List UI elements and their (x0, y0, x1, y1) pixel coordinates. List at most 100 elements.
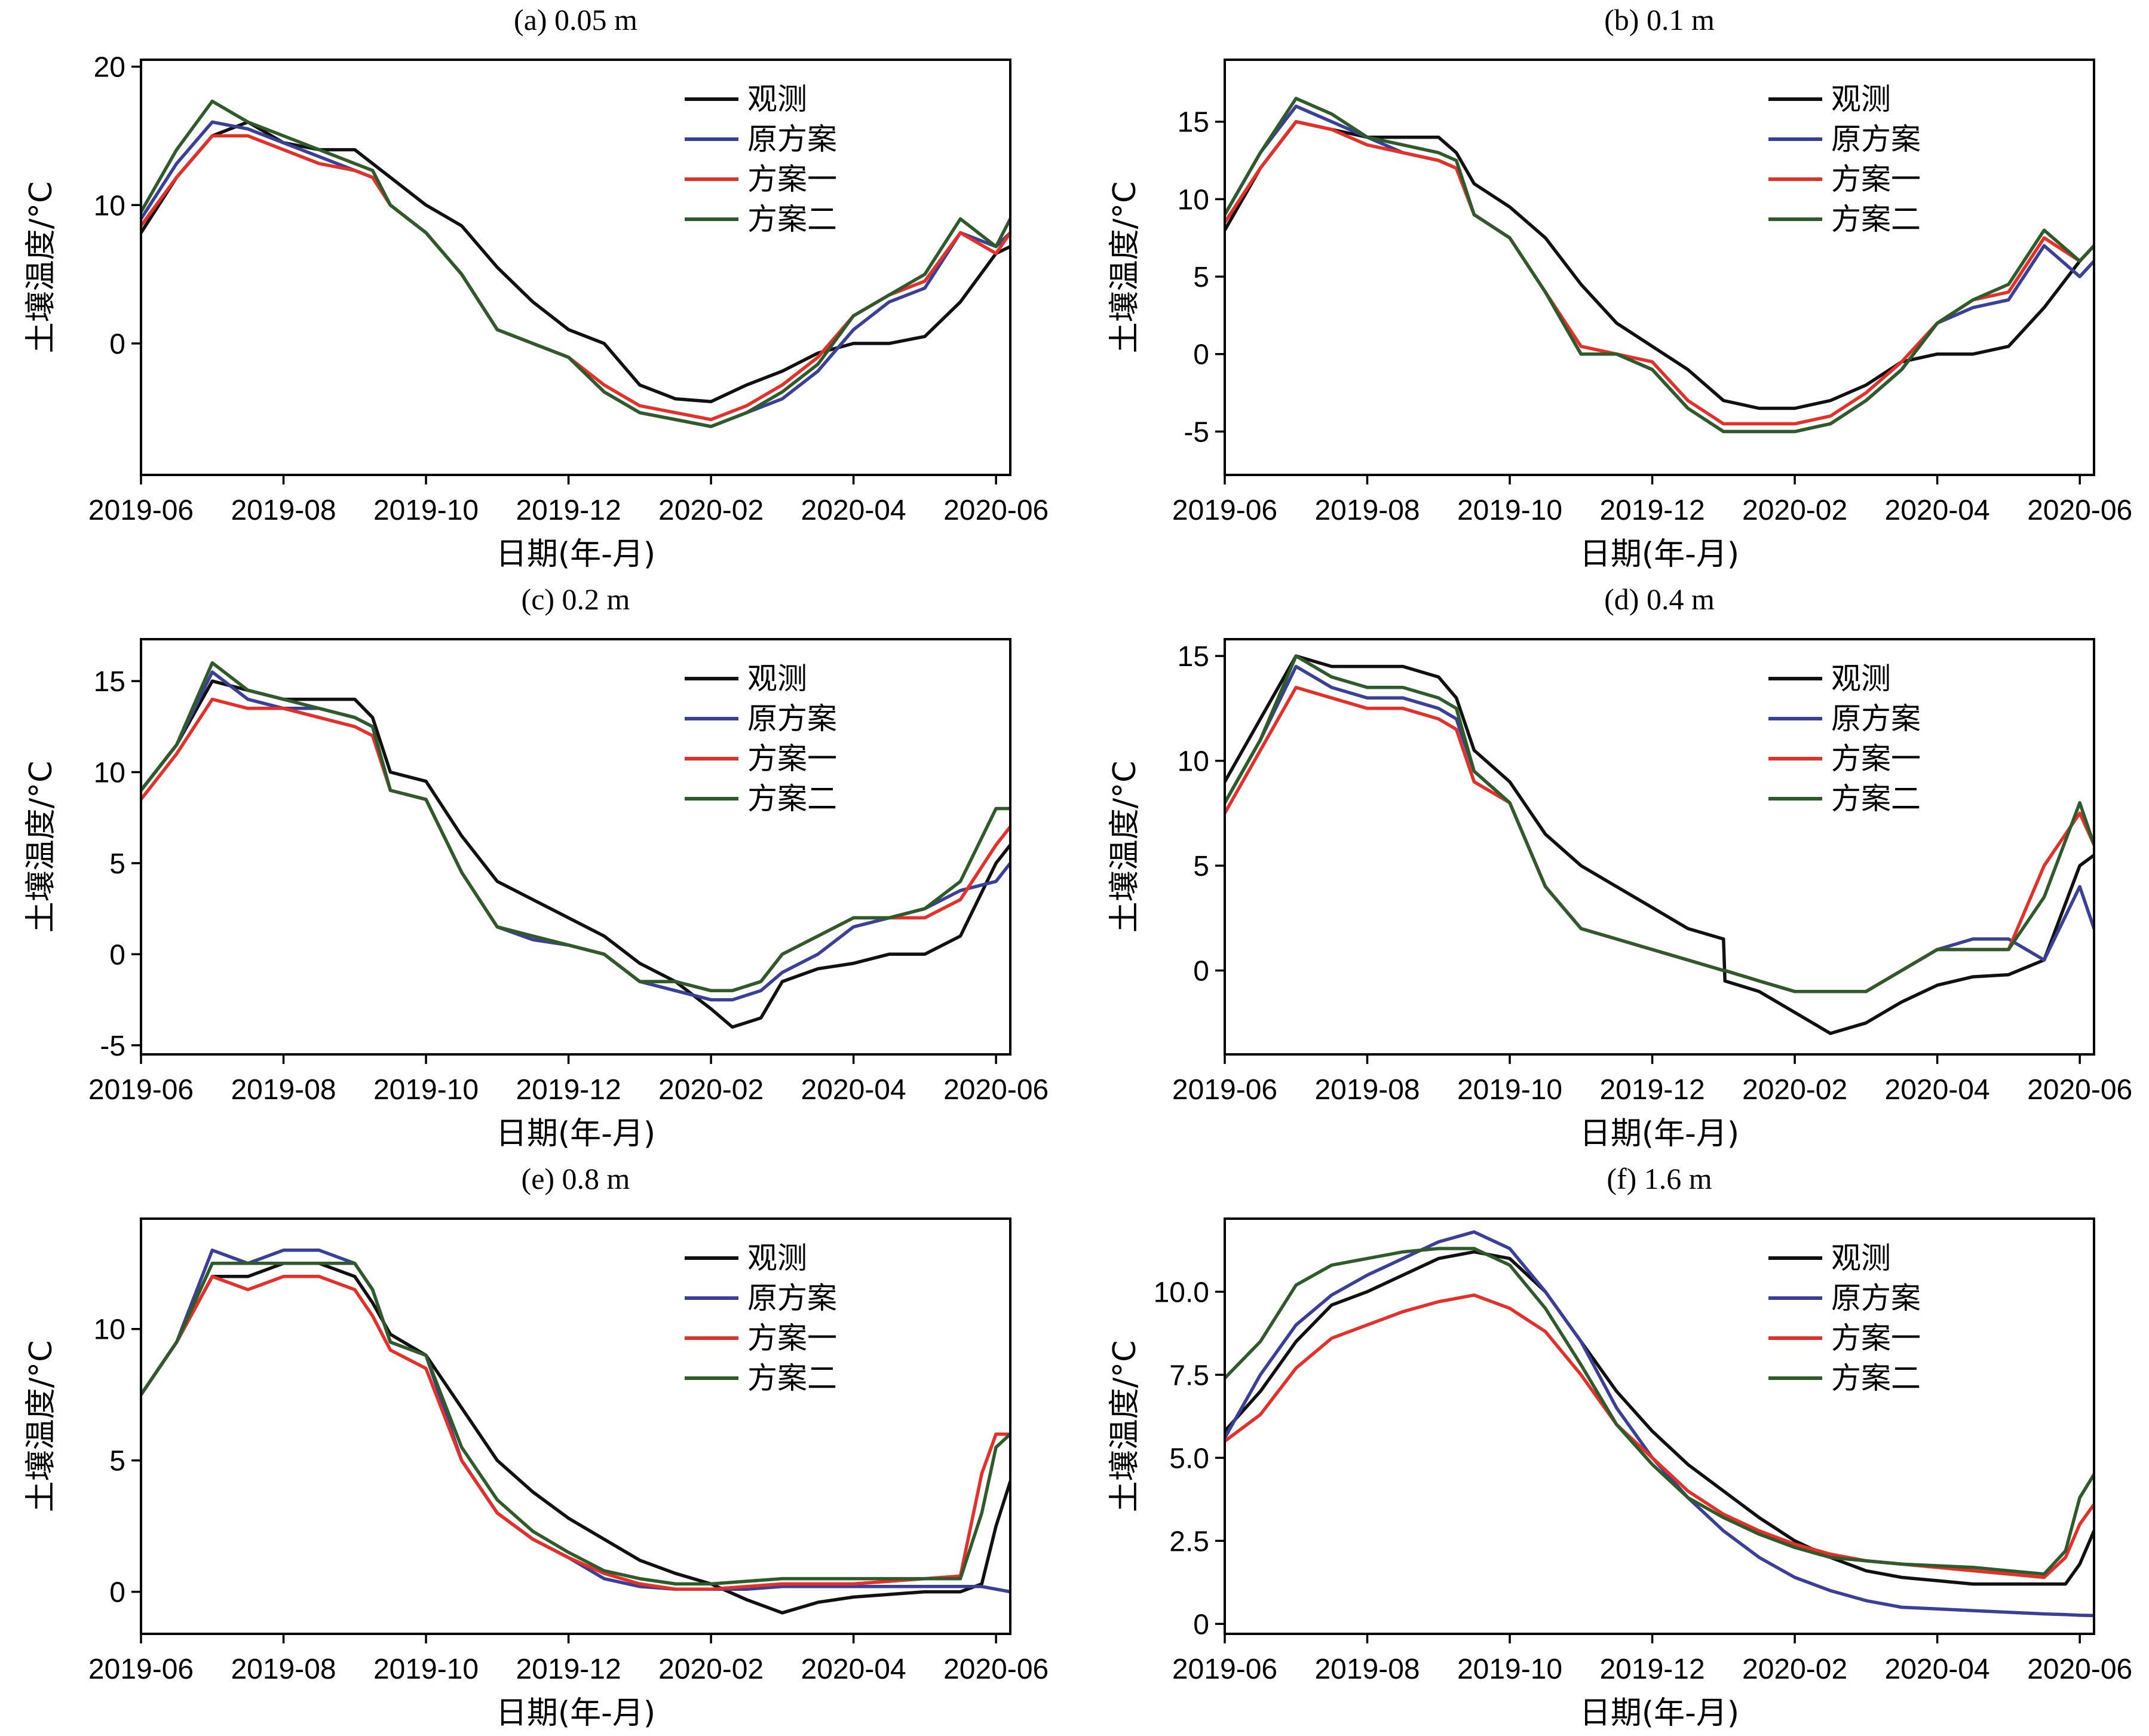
x-tick-label: 2019-08 (1314, 495, 1420, 526)
y-axis-label: 土壤温度/°C (23, 182, 59, 354)
y-tick-label: 10 (94, 190, 125, 222)
x-tick-label: 2019-12 (1599, 1074, 1705, 1106)
y-tick-label: 5.0 (1169, 1443, 1209, 1474)
legend-label-series-scheme-2: 方案二 (1831, 202, 1921, 237)
series-original-line (1225, 664, 2094, 993)
x-tick-label: 2019-12 (1599, 495, 1705, 526)
x-tick-label: 2020-02 (1742, 1654, 1847, 1685)
y-tick-label: 7.5 (1169, 1360, 1209, 1391)
y-tick-label: -5 (1184, 416, 1209, 448)
y-tick-label: 20 (94, 52, 125, 84)
y-axis-label: 土壤温度/°C (1107, 1341, 1143, 1513)
x-tick-label: 2019-10 (373, 495, 479, 526)
panel-title: (f) 1.6 m (1607, 1162, 1712, 1195)
series-scheme-2-line (1225, 654, 2094, 993)
series-observed-line (141, 120, 1010, 403)
x-tick-label: 2020-04 (1885, 1074, 1990, 1106)
x-tick-label: 2019-10 (1457, 1654, 1562, 1685)
y-tick-label: 0 (1193, 339, 1209, 371)
y-tick-label: 15 (1178, 107, 1209, 139)
y-tick-label: 5 (109, 848, 125, 880)
x-axis-label: 日期(年-月) (1580, 1695, 1739, 1731)
panel-title: (b) 0.1 m (1604, 3, 1715, 36)
y-tick-label: 15 (1178, 641, 1209, 673)
y-tick-label: 15 (94, 666, 125, 698)
x-tick-label: 2020-06 (2027, 495, 2132, 526)
plot-frame (1224, 59, 2095, 476)
legend-label-series-original: 原方案 (1831, 1281, 1921, 1315)
x-tick-label: 2019-10 (373, 1074, 479, 1106)
legend-label-series-scheme-1: 方案一 (747, 162, 837, 197)
chart-panel: (a) 0.05 m 2019-06 2019-08 2019-10 2019-12 20… (23, 3, 1049, 572)
x-tick-label: 2020-02 (658, 1074, 764, 1106)
x-tick-label: 2019-06 (1172, 495, 1277, 526)
x-tick-label: 2019-10 (373, 1654, 479, 1685)
series-original-line (1225, 1230, 2094, 1618)
y-axis-label: 土壤温度/°C (1107, 182, 1143, 354)
x-axis-label: 日期(年-月) (1580, 1116, 1739, 1152)
y-tick-label: 10 (94, 757, 125, 789)
x-axis-label: 日期(年-月) (496, 536, 655, 572)
series-original-line (1225, 105, 2094, 434)
x-tick-label: 2020-04 (801, 1074, 906, 1106)
y-axis-label: 土壤温度/°C (23, 1341, 59, 1513)
legend-label-series-observed: 观测 (747, 661, 807, 696)
y-tick-label: 0 (109, 939, 125, 971)
series-scheme-1-line (141, 1275, 1010, 1591)
y-axis-label: 土壤温度/°C (23, 761, 59, 933)
series-scheme-2-line (141, 1262, 1010, 1586)
x-tick-label: 2019-10 (1457, 1074, 1562, 1106)
series-original-line (141, 120, 1010, 428)
x-tick-label: 2020-02 (1742, 1074, 1847, 1106)
series-observed-line (141, 679, 1010, 1029)
panel-title: (a) 0.05 m (514, 3, 637, 36)
series-original-line (141, 670, 1010, 1002)
y-tick-label: 10 (1178, 184, 1209, 216)
x-tick-label: 2020-02 (658, 1654, 764, 1685)
y-tick-label: 0 (1193, 956, 1209, 987)
y-axis-label: 土壤温度/°C (1107, 761, 1143, 933)
legend-label-series-observed: 观测 (1831, 661, 1891, 696)
y-tick-label: 10 (94, 1314, 125, 1346)
x-tick-label: 2019-08 (231, 1654, 336, 1685)
y-tick-label: 2.5 (1169, 1526, 1209, 1557)
y-tick-label: -5 (100, 1030, 125, 1062)
x-tick-label: 2020-06 (2027, 1654, 2132, 1685)
x-tick-label: 2019-12 (1599, 1654, 1705, 1685)
series-scheme-1-line (1225, 1293, 2094, 1579)
panel-title: (e) 0.8 m (522, 1162, 630, 1195)
series-observed-line (1225, 654, 2094, 1035)
series-scheme-1-line (141, 134, 1010, 422)
legend-label-series-observed: 观测 (747, 82, 807, 116)
x-tick-label: 2020-04 (1885, 495, 1990, 526)
legend-label-series-scheme-1: 方案一 (1831, 741, 1921, 776)
legend-label-series-original: 原方案 (747, 122, 837, 157)
chart-panel: (c) 0.2 m 2019-06 2019-08 2019-10 2019-12 202… (23, 582, 1049, 1152)
chart-panel: (d) 0.4 m 2019-06 2019-08 2019-10 2019-12 202… (1107, 582, 2132, 1152)
series-scheme-2-line (141, 99, 1010, 428)
x-axis-label: 日期(年-月) (496, 1116, 655, 1152)
x-tick-label: 2019-12 (516, 1654, 621, 1685)
legend-label-series-scheme-2: 方案二 (1831, 1361, 1921, 1395)
legend-label-series-original: 原方案 (747, 701, 837, 736)
legend-label-series-observed: 观测 (747, 1241, 807, 1275)
legend-label-series-scheme-2: 方案二 (747, 781, 837, 816)
legend-label-series-original: 原方案 (1831, 701, 1921, 736)
x-tick-label: 2020-02 (1742, 495, 1847, 526)
x-tick-label: 2019-06 (88, 1074, 194, 1106)
x-tick-label: 2019-06 (1172, 1074, 1277, 1106)
legend-label-series-observed: 观测 (1831, 1241, 1891, 1275)
y-tick-label: 10.0 (1154, 1277, 1209, 1308)
x-axis-label: 日期(年-月) (496, 1695, 655, 1731)
x-tick-label: 2019-06 (1172, 1654, 1277, 1685)
x-tick-label: 2020-04 (801, 1654, 906, 1685)
y-tick-label: 0 (1193, 1609, 1209, 1640)
chart-panel: (b) 0.1 m 2019-06 2019-08 2019-10 2019-12 202… (1107, 3, 2132, 572)
plot-frame (140, 59, 1011, 476)
plot-frame (1224, 1217, 2095, 1635)
series-original-line (141, 1249, 1010, 1594)
y-tick-label: 0 (109, 1577, 125, 1609)
x-tick-label: 2019-08 (231, 1074, 336, 1106)
series-observed-line (1225, 1250, 2094, 1586)
